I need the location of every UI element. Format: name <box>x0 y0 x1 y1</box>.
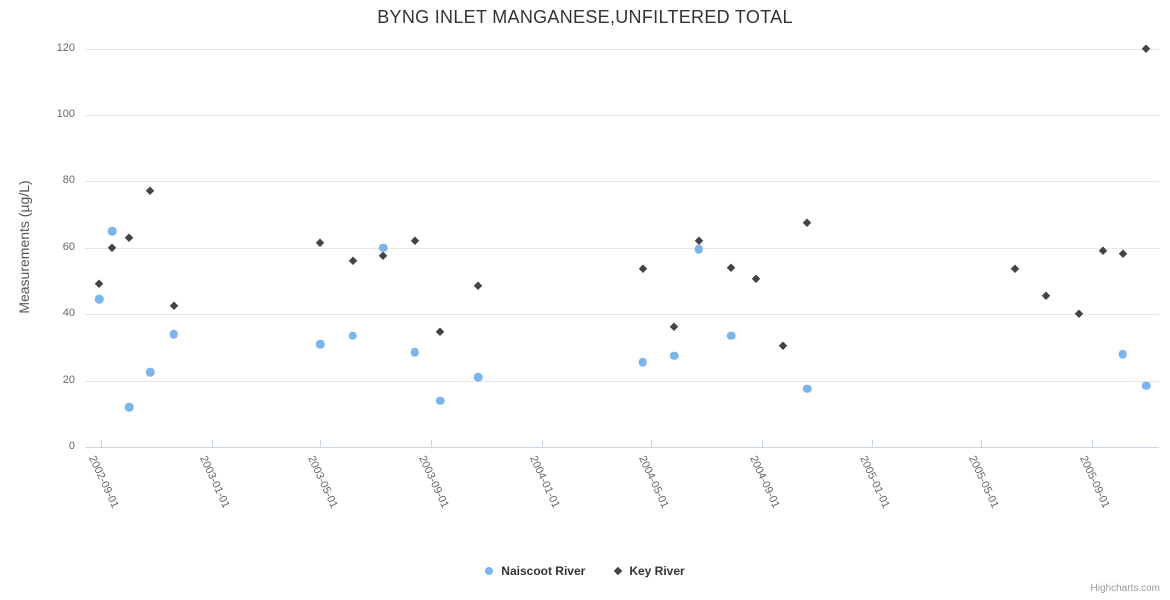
x-axis-tick-label: 2005-05-01 <box>966 454 1001 511</box>
chart-title: BYNG INLET MANGANESE,UNFILTERED TOTAL <box>377 7 793 27</box>
legend-item-naiscoot-river[interactable]: Naiscoot River <box>485 564 585 578</box>
y-gridline <box>85 48 1159 50</box>
data-point-diamond[interactable] <box>1141 43 1151 54</box>
data-point-diamond[interactable] <box>348 256 358 266</box>
x-axis-tick-label: 2005-01-01 <box>857 454 893 511</box>
x-axis-tick <box>101 440 103 448</box>
y-gridline <box>85 181 1159 183</box>
data-point-diamond[interactable] <box>107 243 117 253</box>
x-axis-tick-label: 2003-01-01 <box>196 454 232 511</box>
data-point-diamond[interactable] <box>1010 264 1020 274</box>
legend: Naiscoot River Key River <box>0 562 1170 580</box>
data-point-circle[interactable] <box>379 243 388 252</box>
y-axis-tick-label: 60 <box>62 240 75 253</box>
data-point-diamond[interactable] <box>169 301 179 311</box>
data-point-diamond[interactable] <box>638 264 648 274</box>
data-point-circle[interactable] <box>95 294 104 304</box>
x-axis-tick-label: 2004-09-01 <box>747 454 782 511</box>
data-point-diamond[interactable] <box>94 279 104 289</box>
data-point-circle[interactable] <box>145 368 155 377</box>
data-point-circle[interactable] <box>315 339 325 349</box>
y-axis-tick-label: 120 <box>56 41 75 54</box>
data-point-diamond[interactable] <box>778 341 788 351</box>
y-gridline <box>85 247 1159 249</box>
x-axis-tick-label: 2004-01-01 <box>526 454 562 511</box>
x-axis-tick-label: 2003-05-01 <box>305 454 340 511</box>
data-point-circle[interactable] <box>1142 381 1151 390</box>
credits-link[interactable]: Highcharts.com <box>1090 583 1160 594</box>
legend-label: Key River <box>629 564 685 578</box>
data-point-diamond[interactable] <box>435 327 445 337</box>
data-point-circle[interactable] <box>727 331 736 340</box>
data-point-circle[interactable] <box>125 402 134 412</box>
y-gridline <box>85 314 1159 316</box>
data-point-diamond[interactable] <box>473 281 483 291</box>
data-point-diamond[interactable] <box>726 263 736 273</box>
data-point-diamond[interactable] <box>1041 291 1051 301</box>
data-point-diamond[interactable] <box>315 238 325 248</box>
data-point-circle[interactable] <box>410 348 420 357</box>
y-gridline <box>85 114 1159 116</box>
x-axis-line <box>85 447 1159 448</box>
data-point-diamond[interactable] <box>145 186 155 196</box>
data-point-diamond[interactable] <box>378 251 388 261</box>
data-point-circle[interactable] <box>638 358 648 367</box>
legend-item-key-river[interactable]: Key River <box>614 564 685 578</box>
x-axis-tick <box>1092 440 1094 448</box>
x-axis-tick-label: 2003-09-01 <box>416 454 452 511</box>
x-axis-tick <box>762 440 764 448</box>
x-axis-tick-label: 2004-05-01 <box>636 454 671 511</box>
data-point-circle[interactable] <box>169 329 178 339</box>
x-axis-tick <box>872 440 874 448</box>
data-point-circle[interactable] <box>474 373 483 382</box>
data-point-circle[interactable] <box>694 245 704 254</box>
data-point-diamond[interactable] <box>1074 309 1084 319</box>
diamond-icon <box>614 566 623 576</box>
data-point-diamond[interactable] <box>410 236 420 246</box>
y-axis-tick-label: 80 <box>62 174 75 187</box>
data-point-diamond[interactable] <box>124 233 134 243</box>
x-axis-tick <box>650 440 652 448</box>
data-point-circle[interactable] <box>436 396 445 405</box>
data-point-diamond[interactable] <box>1118 249 1128 259</box>
x-axis-tick <box>211 440 213 448</box>
x-axis-tick <box>980 440 982 448</box>
y-axis-tick-label: 0 <box>68 440 75 452</box>
y-axis-tick-label: 20 <box>62 373 75 386</box>
data-point-circle[interactable] <box>803 384 812 394</box>
y-axis-tick-label: 40 <box>62 307 75 320</box>
x-axis-tick-label: 2005-09-01 <box>1077 454 1112 511</box>
data-point-diamond[interactable] <box>694 236 704 246</box>
data-point-diamond[interactable] <box>751 274 761 284</box>
x-axis-tick-label: 2002-09-01 <box>86 454 122 511</box>
x-axis-tick <box>541 440 543 448</box>
data-point-circle[interactable] <box>670 351 679 360</box>
circle-icon <box>485 567 494 575</box>
data-point-circle[interactable] <box>1118 349 1128 359</box>
y-gridline <box>85 380 1159 382</box>
data-point-diamond[interactable] <box>802 218 812 228</box>
y-axis-tick-label: 100 <box>56 107 75 120</box>
data-point-circle[interactable] <box>107 226 117 236</box>
x-axis-tick <box>431 440 433 448</box>
x-axis-tick <box>320 440 322 448</box>
data-point-diamond[interactable] <box>669 322 679 332</box>
legend-label: Naiscoot River <box>501 564 586 578</box>
data-point-circle[interactable] <box>348 331 357 340</box>
